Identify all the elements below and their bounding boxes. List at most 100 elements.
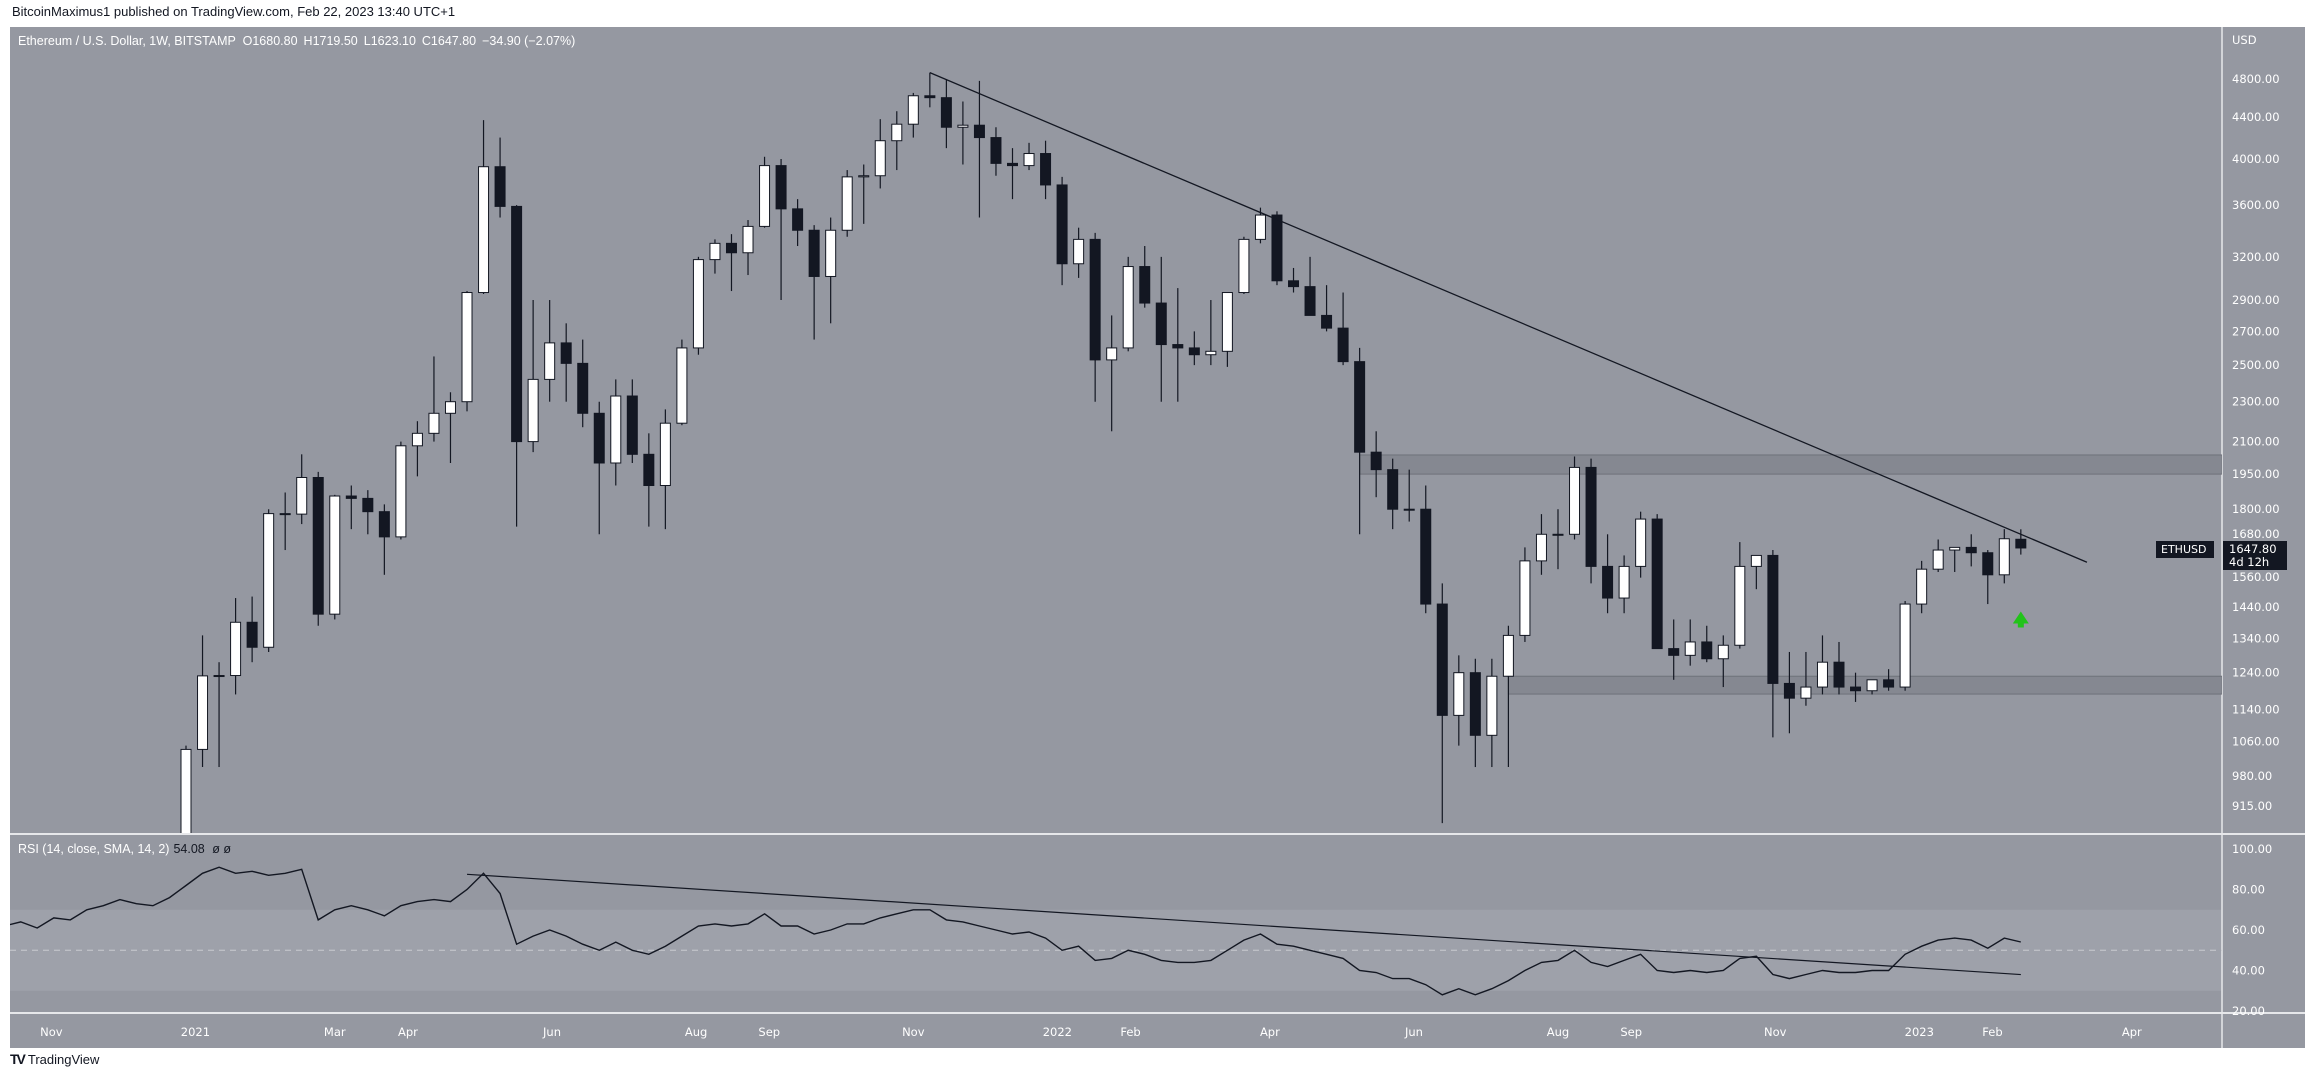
- candle-body-down: [725, 242, 737, 254]
- price-tick-label: 4400.00: [2232, 110, 2280, 124]
- candle: [1486, 658, 1498, 768]
- candle-body-down: [1155, 302, 1167, 346]
- candle-body-up: [1254, 214, 1266, 240]
- candle: [1172, 288, 1184, 402]
- candle: [1271, 211, 1283, 286]
- candle: [775, 158, 787, 301]
- price-tick-label: 2300.00: [2232, 395, 2280, 409]
- candle: [411, 421, 423, 477]
- candle: [1618, 555, 1630, 614]
- price-tick-label: 3600.00: [2232, 198, 2280, 212]
- candle-body-up: [544, 342, 556, 380]
- price-tick-label: 1800.00: [2232, 502, 2280, 516]
- candle-body-down: [1288, 280, 1300, 288]
- candle-body-up: [957, 124, 969, 128]
- rsi-axis[interactable]: 100.00 80.00 60.00 40.00 20.00: [2232, 842, 2272, 1018]
- time-tick-label: Nov: [902, 1025, 925, 1039]
- candle-body-down: [1783, 682, 1795, 699]
- candle-body-up: [527, 378, 539, 443]
- candle-body-up: [659, 422, 671, 487]
- candle-body-down: [1354, 361, 1366, 453]
- legend-high: H1719.50: [303, 34, 358, 48]
- time-tick-label: Nov: [1764, 1025, 1787, 1039]
- candle: [725, 234, 737, 292]
- candle: [1040, 140, 1052, 200]
- candle: [1023, 142, 1035, 171]
- candle: [1668, 619, 1680, 680]
- candle: [990, 127, 1002, 176]
- time-tick-label: Apr: [1260, 1025, 1280, 1039]
- candle-body-up: [1221, 292, 1233, 352]
- candle-body-up: [709, 242, 721, 261]
- candle: [2015, 529, 2027, 555]
- candle-body-up: [329, 495, 341, 615]
- time-axis[interactable]: Nov 2021 Mar Apr Jun Aug Sep Nov 2022 Feb Apr Jun Au…: [40, 1025, 2142, 1039]
- candle-body-up: [1932, 549, 1944, 570]
- candle-body-down: [345, 495, 357, 499]
- publish-info: BitcoinMaximus1 published on TradingView…: [12, 4, 456, 19]
- legend-change: −34.90 (−2.07%): [482, 34, 576, 48]
- candle-body-up: [1717, 644, 1729, 660]
- price-tick-label: 1440.00: [2232, 600, 2280, 614]
- candle-body-down: [626, 395, 638, 455]
- candle-body-down: [2015, 538, 2027, 549]
- candle: [907, 92, 919, 138]
- candle-body-up: [1899, 603, 1911, 688]
- price-tick-label: 2500.00: [2232, 358, 2280, 372]
- candle: [1304, 256, 1316, 316]
- price-tick-label: 4800.00: [2232, 72, 2280, 86]
- candle-body-up: [478, 166, 490, 294]
- candle: [1089, 232, 1101, 402]
- candle-body-down: [1304, 286, 1316, 316]
- candle-body-up: [1552, 533, 1564, 536]
- candle-body-down: [792, 208, 804, 231]
- candle: [527, 300, 539, 453]
- price-tick-label: 1560.00: [2232, 570, 2280, 584]
- candle-body-down: [1883, 679, 1895, 688]
- candle-body-down: [1321, 314, 1333, 329]
- price-tick-label: 1680.00: [2232, 527, 2280, 541]
- candle-body-up: [296, 476, 308, 515]
- candle-body-down: [1469, 672, 1481, 736]
- price-tick-label: 4000.00: [2232, 152, 2280, 166]
- candle: [1916, 560, 1928, 614]
- candle-body-down: [1668, 648, 1680, 656]
- candle: [659, 409, 671, 530]
- candle-body-down: [1056, 184, 1068, 265]
- candle: [940, 79, 952, 149]
- candle-body-down: [940, 97, 952, 128]
- candle: [1387, 458, 1399, 530]
- price-tick-label: 1950.00: [2232, 467, 2280, 481]
- candle-body-down: [1089, 238, 1101, 361]
- candle: [1767, 550, 1779, 738]
- candle: [709, 239, 721, 274]
- candle-body-down: [990, 137, 1002, 164]
- candle: [1899, 601, 1911, 691]
- price-tick-label: 3200.00: [2232, 250, 2280, 264]
- candle-body-up: [411, 432, 423, 447]
- candle-body-down: [643, 453, 655, 487]
- price-tick-label: 1340.00: [2232, 632, 2280, 646]
- candle-body-up: [907, 95, 919, 125]
- price-tick-label: 1140.00: [2232, 703, 2280, 717]
- candle: [1833, 641, 1845, 695]
- price-trendline: [929, 72, 2088, 563]
- candle-body-down: [511, 205, 523, 443]
- candle-body-down: [1701, 641, 1713, 660]
- candle: [577, 339, 589, 428]
- candle-body-down: [1585, 466, 1597, 567]
- candle-body-down: [1271, 214, 1283, 282]
- time-tick-label: Nov: [40, 1025, 63, 1039]
- candle-body-up: [1519, 560, 1531, 636]
- legend-open: O1680.80: [242, 34, 298, 48]
- candle: [1337, 292, 1349, 366]
- candle-body-up: [1866, 679, 1878, 692]
- candle: [1420, 485, 1432, 614]
- green-up-arrow-icon: [2012, 611, 2029, 628]
- candle-body-up: [1403, 508, 1415, 511]
- price-axis[interactable]: USD 4800.00 4400.00 4000.00 3600.00 3200.00 2…: [2232, 33, 2280, 813]
- candle-body-down: [494, 166, 506, 207]
- legend-low: L1623.10: [363, 34, 416, 48]
- candle: [230, 598, 242, 695]
